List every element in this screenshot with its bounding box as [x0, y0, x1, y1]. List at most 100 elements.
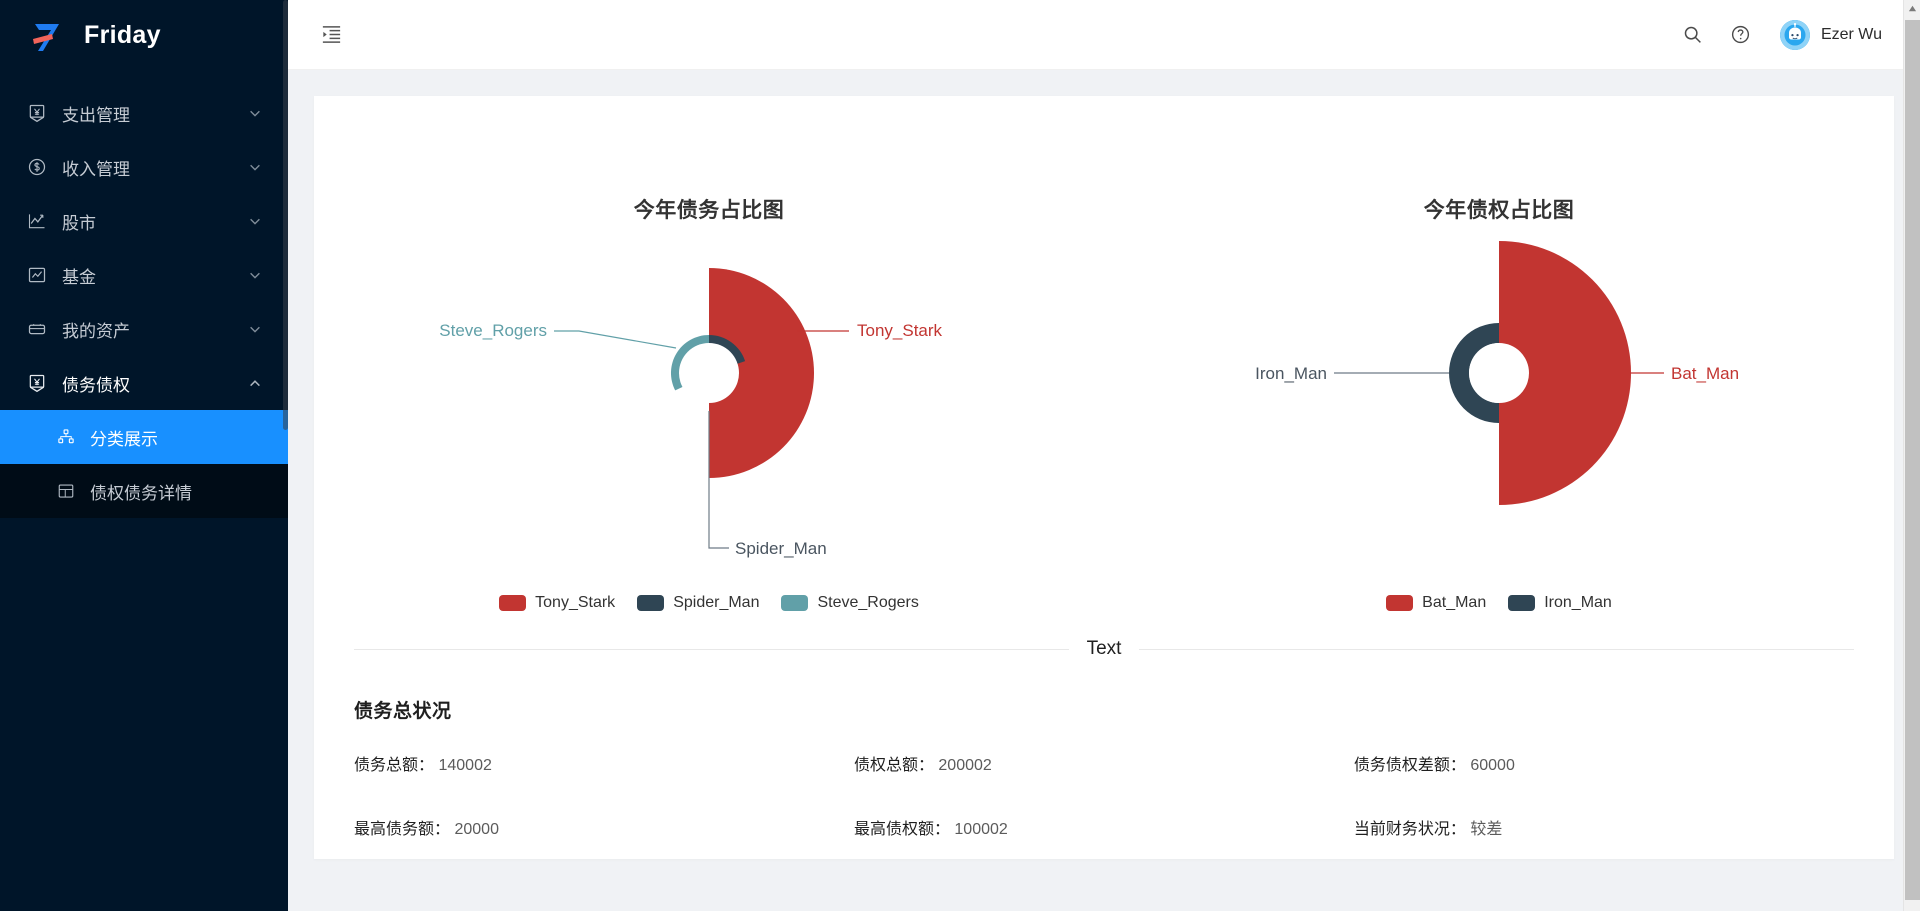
scrollbar-up-arrow-icon[interactable] — [1904, 0, 1920, 17]
content-card: 今年债务占比图 — [314, 96, 1894, 859]
summary-key: 债务债权差额： — [1353, 757, 1466, 774]
user-menu[interactable]: Ezer Wu — [1779, 19, 1882, 50]
legend-item-tony-stark[interactable]: Tony_Stark — [499, 594, 615, 612]
friday-logo-icon — [26, 15, 66, 55]
topbar-actions: Ezer Wu — [1682, 19, 1882, 50]
divider-line-left — [354, 648, 1069, 650]
legend-item-spider-man[interactable]: Spider_Man — [637, 594, 759, 612]
income-icon — [26, 156, 48, 178]
summary-key: 债务总额： — [354, 757, 435, 774]
menu-fold-icon[interactable] — [312, 16, 350, 54]
legend-swatch — [781, 595, 809, 611]
assets-icon — [26, 318, 48, 340]
fund-icon — [26, 264, 48, 286]
summary-key: 当前财务状况： — [1353, 821, 1466, 838]
pie-slice-bat-man — [1499, 241, 1631, 505]
sidebar-scrollbar[interactable] — [283, 0, 288, 911]
summary-value: 140002 — [438, 757, 492, 774]
debt-chart-canvas[interactable]: Tony_Stark Spider_Man Steve_Rogers — [314, 228, 1104, 608]
donut-hole — [1469, 343, 1529, 403]
chart-title: 今年债权占比图 — [1423, 199, 1575, 222]
pie-label-iron-man: Iron_Man — [1255, 364, 1327, 383]
sidebar-item-income[interactable]: 收入管理 — [0, 140, 288, 194]
summary-item-max-credit: 最高债权额： 100002 — [854, 815, 1354, 879]
pie-label-bat-man: Bat_Man — [1671, 364, 1739, 383]
brand-logo[interactable]: Friday — [0, 0, 288, 70]
page-scrollbar[interactable] — [1903, 0, 1920, 911]
chevron-down-icon[interactable] — [248, 322, 262, 336]
pie-label-steve-rogers: Steve_Rogers — [439, 321, 547, 340]
sidebar: Friday 支出管理 — [0, 0, 288, 911]
question-circle-icon[interactable] — [1730, 24, 1752, 46]
chart-title: 今年债务占比图 — [633, 199, 785, 222]
pie-slice-tony-stark — [709, 268, 814, 478]
legend-swatch — [637, 595, 665, 611]
summary-title: 债务总状况 — [354, 701, 452, 722]
credit-pie-chart: 今年债权占比图 — [1104, 116, 1894, 612]
pie-label-tony-stark: Tony_Stark — [857, 321, 943, 340]
legend-label: Tony_Stark — [535, 594, 616, 611]
legend-item-iron-man[interactable]: Iron_Man — [1508, 594, 1612, 612]
sidebar-item-label: 股市 — [62, 213, 96, 233]
sidebar-item-expense[interactable]: 支出管理 — [0, 86, 288, 140]
search-icon[interactable] — [1682, 24, 1704, 46]
legend-item-steve-rogers[interactable]: Steve_Rogers — [781, 594, 919, 612]
sidebar-submenu-debt: 分类展示 债权债务详情 — [0, 410, 288, 518]
leader-line-spider-man — [708, 411, 729, 549]
credit-chart-legend: Bat_Man Iron_Man — [1104, 594, 1894, 612]
sidebar-item-label: 债务债权 — [62, 375, 130, 395]
chevron-down-icon[interactable] — [248, 214, 262, 228]
summary-item-difference: 债务债权差额： 60000 — [1354, 751, 1854, 815]
chevron-down-icon[interactable] — [248, 160, 262, 174]
section-divider: Text — [314, 638, 1894, 660]
summary-value: 20000 — [454, 821, 499, 838]
sidebar-menu: 支出管理 收入管理 — [0, 86, 288, 518]
main-area: Ezer Wu 今年债务占比图 — [288, 0, 1920, 911]
summary-key: 债权总额： — [853, 757, 934, 774]
legend-label: Bat_Man — [1422, 594, 1487, 611]
sidebar-item-debt[interactable]: 债务债权 — [0, 356, 288, 410]
user-name: Ezer Wu — [1820, 25, 1882, 43]
sidebar-item-classified-display[interactable]: 分类展示 — [0, 410, 288, 464]
leader-line-steve-rogers — [554, 330, 677, 349]
debt-chart-legend: Tony_Stark Spider_Man Steve_Rogers — [314, 594, 1104, 612]
debt-summary-section: 债务总状况 债务总额： 140002 债权总额： 200002 债务债权差额： — [314, 660, 1894, 879]
sidebar-item-debt-detail[interactable]: 债权债务详情 — [0, 464, 288, 518]
brand-name: Friday — [84, 20, 161, 49]
profile-icon — [56, 481, 76, 501]
pie-slice-iron-man — [1449, 323, 1499, 423]
page-scrollbar-thumb[interactable] — [1905, 20, 1920, 900]
pie-label-spider-man: Spider_Man — [735, 539, 827, 558]
legend-label: Iron_Man — [1544, 594, 1612, 611]
legend-swatch — [1386, 595, 1414, 611]
sidebar-subitem-label: 债权债务详情 — [90, 483, 192, 503]
sidebar-subitem-label: 分类展示 — [90, 429, 158, 449]
debt-pie-chart: 今年债务占比图 — [314, 116, 1104, 612]
cluster-icon — [56, 427, 76, 447]
summary-key: 最高债务额： — [354, 821, 451, 838]
legend-swatch — [499, 595, 527, 611]
chevron-down-icon[interactable] — [248, 106, 262, 120]
sidebar-item-fund[interactable]: 基金 — [0, 248, 288, 302]
summary-value: 100002 — [954, 821, 1008, 838]
charts-row: 今年债务占比图 — [314, 96, 1894, 612]
sidebar-item-assets[interactable]: 我的资产 — [0, 302, 288, 356]
stock-icon — [26, 210, 48, 232]
chevron-up-icon[interactable] — [248, 376, 262, 390]
sidebar-item-stock[interactable]: 股市 — [0, 194, 288, 248]
divider-text: Text — [1086, 638, 1122, 659]
legend-item-bat-man[interactable]: Bat_Man — [1386, 594, 1486, 612]
sidebar-scrollbar-thumb[interactable] — [283, 0, 288, 430]
summary-item-total-credit: 债权总额： 200002 — [854, 751, 1354, 815]
summary-item-max-debt: 最高债务额： 20000 — [354, 815, 854, 879]
legend-swatch — [1508, 595, 1536, 611]
chevron-down-icon[interactable] — [248, 268, 262, 282]
summary-item-total-debt: 债务总额： 140002 — [354, 751, 854, 815]
summary-key: 最高债权额： — [853, 821, 950, 838]
sidebar-item-label: 我的资产 — [62, 321, 130, 341]
summary-value: 60000 — [1470, 757, 1515, 774]
summary-grid: 债务总额： 140002 债权总额： 200002 债务债权差额： 60000 — [354, 751, 1854, 879]
credit-chart-canvas[interactable]: Bat_Man Iron_Man — [1104, 228, 1894, 608]
legend-label: Spider_Man — [673, 594, 760, 611]
